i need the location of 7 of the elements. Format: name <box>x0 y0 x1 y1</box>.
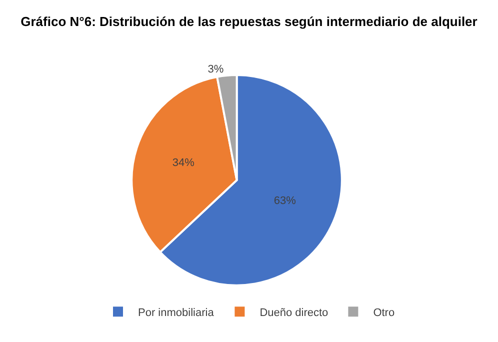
data-label: 3% <box>208 64 224 76</box>
legend-label: Dueño directo <box>260 306 328 319</box>
legend-label: Por inmobiliaria <box>138 306 215 319</box>
legend-label: Otro <box>373 306 395 319</box>
data-label: 63% <box>274 195 296 208</box>
data-label: 34% <box>172 156 195 169</box>
chart-title: Gráfico N°6: Distribución de las repuestas según intermediario de alquiler <box>20 14 478 30</box>
